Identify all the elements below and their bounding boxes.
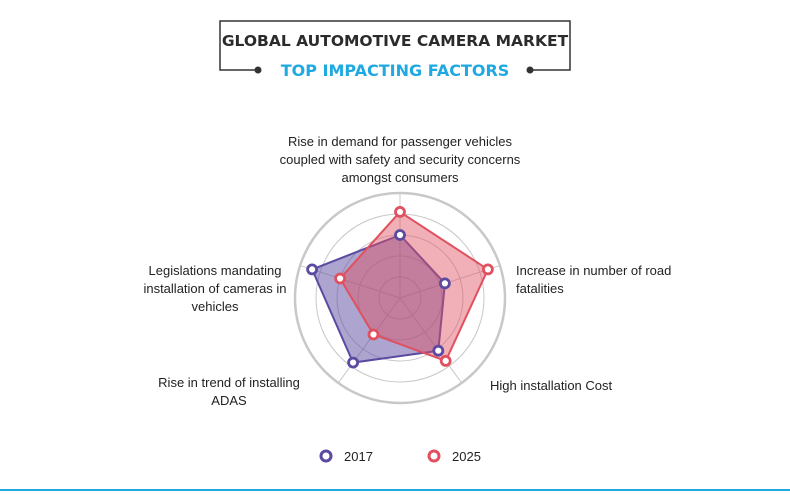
data-point-2025[interactable] [367, 328, 380, 341]
data-point-2017[interactable] [347, 356, 360, 369]
title-frame [219, 20, 571, 74]
title-frame-dot-left [254, 66, 262, 74]
data-point-2025[interactable] [439, 354, 452, 367]
axis-label: Rise in demand for passenger vehicles cou… [280, 134, 521, 185]
data-point-2017[interactable] [394, 229, 406, 241]
data-point-2017[interactable] [432, 344, 445, 357]
data-point-2025[interactable] [394, 205, 406, 218]
axis-label-line: coupled with safety and security concern… [280, 152, 521, 167]
chart-title: GLOBAL AUTOMOTIVE CAMERA MARKET [222, 32, 569, 50]
axis-labels: Rise in demand for passenger vehicles cou… [143, 134, 671, 408]
axis-label-line: Legislations mandating [149, 263, 282, 278]
axis-label-line: amongst consumers [341, 170, 459, 185]
data-point-2025[interactable] [334, 272, 347, 285]
legend-marker-2025 [427, 449, 441, 463]
axis-label-line: vehicles [192, 299, 239, 314]
bottom-rule [0, 489, 790, 491]
title-frame-dot-right [526, 66, 534, 74]
title-frame-right [530, 20, 571, 71]
axis-label-line: Rise in demand for passenger vehicles [288, 134, 513, 149]
title-frame-left [219, 20, 258, 71]
axis-label: Increase in number of road fatalities [516, 263, 671, 296]
axis-label-line: fatalities [516, 281, 564, 296]
series-area-2017 [311, 234, 446, 364]
axis-label: High installation Cost [490, 378, 613, 393]
data-point-2017[interactable] [306, 263, 319, 276]
data-point-2025[interactable] [481, 263, 494, 276]
legend: 2017 2025 [319, 449, 481, 464]
axis-label-line: Increase in number of road [516, 263, 671, 278]
axis-label: Legislations mandating installation of ca… [143, 263, 286, 314]
legend-label-2017: 2017 [344, 449, 373, 464]
radar-series [306, 205, 494, 369]
axis-label-line: Rise in trend of installing [158, 375, 300, 390]
axis-label-line: ADAS [211, 393, 247, 408]
legend-item-2025[interactable]: 2025 [427, 449, 481, 464]
series-area-2025 [339, 210, 489, 362]
legend-marker-2017 [319, 449, 333, 463]
axis-label-line: High installation Cost [490, 378, 613, 393]
chart-subtitle: TOP IMPACTING FACTORS [281, 61, 510, 80]
axis-label: Rise in trend of installing ADAS [158, 375, 300, 408]
data-point-2017[interactable] [438, 277, 451, 290]
legend-item-2017[interactable]: 2017 [319, 449, 373, 464]
legend-label-2025: 2025 [452, 449, 481, 464]
axis-label-line: installation of cameras in [143, 281, 286, 296]
